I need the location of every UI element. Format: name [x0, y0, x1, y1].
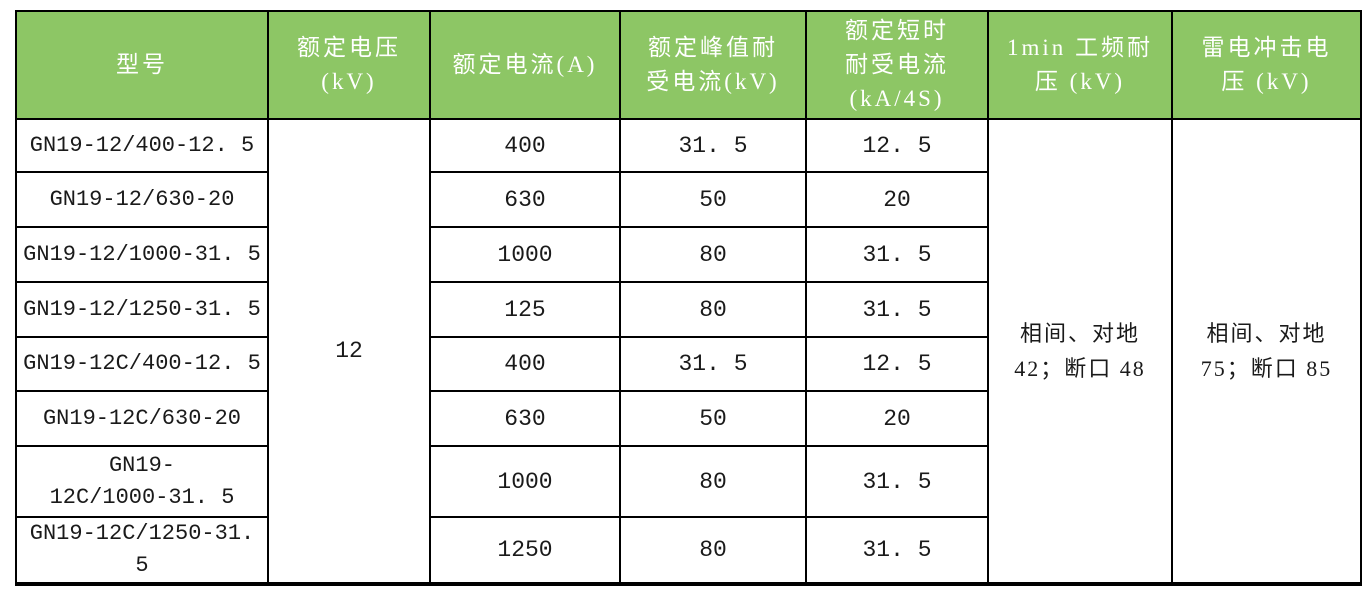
cell-lightning-impulse-voltage-merged: 相间、对地 75；断口 85: [1171, 118, 1362, 585]
cell-model: GN19-12C/630-20: [15, 390, 269, 447]
cell-short-time-withstand-current: 20: [805, 390, 989, 447]
cell-short-time-withstand-current: 20: [805, 171, 989, 228]
cell-peak-withstand-current: 80: [619, 226, 807, 283]
table-row: GN19-12/1000-31. 5 1000 80 31. 5: [15, 226, 1361, 283]
cell-short-time-withstand-current: 31. 5: [805, 445, 989, 518]
cell-short-time-withstand-current: 12. 5: [805, 336, 989, 392]
cell-peak-withstand-current: 31. 5: [619, 336, 807, 392]
cell-peak-withstand-current: 80: [619, 516, 807, 585]
cell-model: GN19-12/1000-31. 5: [15, 226, 269, 283]
cell-short-time-withstand-current: 12. 5: [805, 118, 989, 173]
cell-rated-current: 125: [429, 281, 621, 338]
col-header-power-frequency-withstand-voltage: 1min 工频耐 压 (kV): [987, 10, 1173, 120]
col-header-rated-voltage: 额定电压 (kV): [267, 10, 431, 120]
cell-peak-withstand-current: 50: [619, 390, 807, 447]
cell-rated-current: 630: [429, 171, 621, 228]
cell-short-time-withstand-current: 31. 5: [805, 281, 989, 338]
cell-peak-withstand-current: 80: [619, 445, 807, 518]
table-row: GN19-12C/630-20 630 50 20: [15, 390, 1361, 447]
cell-model: GN19-12C/400-12. 5: [15, 336, 269, 392]
cell-model: GN19-12/630-20: [15, 171, 269, 228]
cell-rated-voltage-merged: 12: [267, 118, 431, 585]
cell-model: GN19-12/400-12. 5: [15, 118, 269, 173]
table-row: GN19-12C/1250-31. 5 1250 80 31. 5: [15, 516, 1361, 585]
cell-power-frequency-withstand-voltage-merged: 相间、对地 42；断口 48: [987, 118, 1173, 585]
cell-rated-current: 630: [429, 390, 621, 447]
cell-rated-current: 400: [429, 118, 621, 173]
table-row: GN19-12C/400-12. 5 400 31. 5 12. 5: [15, 336, 1361, 392]
spec-table: 型号 额定电压 (kV) 额定电流(A) 额定峰值耐 受电流(kV) 额定短时 …: [15, 10, 1362, 586]
col-header-peak-withstand-current: 额定峰值耐 受电流(kV): [619, 10, 807, 120]
table-row: GN19-12/400-12. 5 12 400 31. 5 12. 5 相间、…: [15, 118, 1362, 585]
col-header-short-time-withstand-current: 额定短时 耐受电流 (kA/4S): [805, 10, 989, 120]
cell-peak-withstand-current: 80: [619, 281, 807, 338]
cell-rated-current: 1250: [429, 516, 621, 585]
cell-peak-withstand-current: 31. 5: [619, 118, 807, 173]
table-row: GN19-12/630-20 630 50 20: [15, 171, 1361, 228]
cell-rated-current: 400: [429, 336, 621, 392]
col-header-rated-current: 额定电流(A): [429, 10, 621, 120]
header-row: 型号 额定电压 (kV) 额定电流(A) 额定峰值耐 受电流(kV) 额定短时 …: [15, 10, 1362, 120]
cell-model: GN19-12C/1250-31. 5: [15, 516, 269, 585]
cell-model: GN19- 12C/1000-31. 5: [15, 445, 269, 518]
cell-model: GN19-12/1250-31. 5: [15, 281, 269, 338]
table-row: GN19-12/1250-31. 5 125 80 31. 5: [15, 281, 1361, 338]
cell-peak-withstand-current: 50: [619, 171, 807, 228]
table-row: GN19- 12C/1000-31. 5 1000 80 31. 5: [15, 445, 1361, 518]
cell-short-time-withstand-current: 31. 5: [805, 516, 989, 585]
cell-rated-current: 1000: [429, 226, 621, 283]
col-header-lightning-impulse-voltage: 雷电冲击电 压 (kV): [1171, 10, 1362, 120]
col-header-model: 型号: [15, 10, 269, 120]
cell-short-time-withstand-current: 31. 5: [805, 226, 989, 283]
cell-rated-current: 1000: [429, 445, 621, 518]
